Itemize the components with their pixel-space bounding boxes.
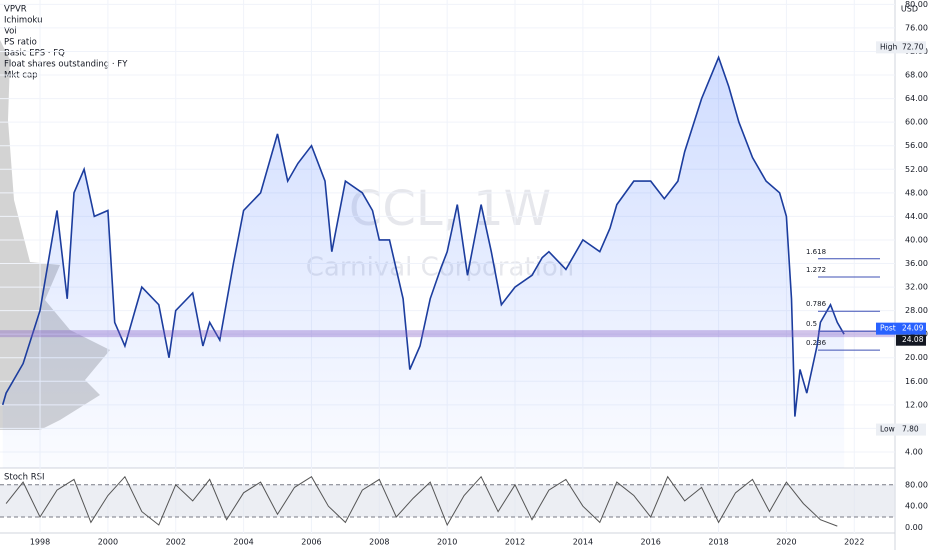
x-tick-label: 2004: [233, 538, 253, 547]
y-tick-label: 20.00: [905, 353, 928, 362]
stoch-title: Stoch RSI: [4, 473, 45, 483]
y-tick-label: 68.00: [905, 71, 928, 80]
stoch-line: [5, 475, 838, 527]
indicator-label: VPVR: [4, 5, 27, 15]
y-tick-label: 4.00: [905, 447, 923, 456]
x-tick-label: 2018: [708, 538, 728, 547]
price-line: [1, 55, 845, 417]
low-label-text: Low: [880, 425, 895, 434]
watermark-symbol: CCL, 1W: [349, 181, 551, 237]
y-tick-label: 80.00: [905, 480, 928, 489]
x-tick-label: 1998: [30, 538, 50, 547]
volume-profile: [0, 40, 110, 430]
x-tick-label: 2006: [301, 538, 321, 547]
y-tick-label: 76.00: [905, 23, 928, 32]
x-tick-label: 2016: [641, 538, 661, 547]
x-tick-label: 2008: [369, 538, 389, 547]
y-tick-label: 56.00: [905, 141, 928, 150]
high-label-text: 72.70: [902, 42, 924, 51]
indicator-label: Basic EPS · FQ: [4, 49, 65, 59]
x-tick-label: 2010: [437, 538, 457, 547]
x-tick-label: 2012: [505, 538, 525, 547]
fib-label: 1.618: [806, 248, 826, 256]
y-tick-label: 64.00: [905, 94, 928, 103]
y-tick-label: 40.00: [905, 502, 928, 511]
indicator-label: Vol: [4, 27, 17, 37]
last-price-box: [896, 334, 926, 346]
y-tick-label: 28.00: [905, 306, 928, 315]
last-price: 24.08: [902, 335, 924, 344]
fib-label: 0.786: [806, 300, 827, 308]
indicator-label: Ichimoku: [4, 16, 42, 26]
y-tick-label: 52.00: [905, 165, 928, 174]
low-label-text: 7.80: [902, 425, 919, 434]
post-label-text: 24.09: [902, 324, 924, 333]
y-tick-label: 48.00: [905, 188, 928, 197]
indicator-label: PS ratio: [4, 38, 37, 48]
x-tick-label: 2020: [776, 538, 796, 547]
high-label-text: High: [880, 42, 897, 51]
indicator-label: Float shares outstanding · FY: [4, 60, 128, 70]
fib-label: 1.272: [806, 266, 826, 274]
x-tick-label: 2002: [166, 538, 186, 547]
stoch-band: [0, 484, 895, 517]
high-label-box: [876, 41, 926, 54]
y-tick-label: 0.00: [905, 523, 923, 532]
y-tick-label: 40.00: [905, 235, 928, 244]
price-area: [2, 57, 845, 469]
x-tick-label: 2022: [844, 538, 864, 547]
low-label-box: [876, 423, 926, 436]
y-tick-label: 44.00: [905, 212, 928, 221]
y-tick-label: 36.00: [905, 259, 928, 268]
post-label-text: Post: [880, 324, 896, 333]
y-tick-label: 60.00: [905, 118, 928, 127]
price-highlight: [0, 330, 895, 338]
fib-label: 0.236: [806, 339, 827, 347]
y-tick-label: 80.00: [905, 0, 928, 9]
currency: USD: [901, 5, 918, 14]
x-tick-label: 2000: [98, 538, 118, 547]
x-tick-label: 2014: [573, 538, 593, 547]
y-tick-label: 16.00: [905, 377, 928, 386]
y-tick-label: 12.00: [905, 400, 928, 409]
y-tick-label: 32.00: [905, 283, 928, 292]
post-label-box: [876, 322, 926, 335]
fib-label: 0.5: [806, 320, 817, 328]
